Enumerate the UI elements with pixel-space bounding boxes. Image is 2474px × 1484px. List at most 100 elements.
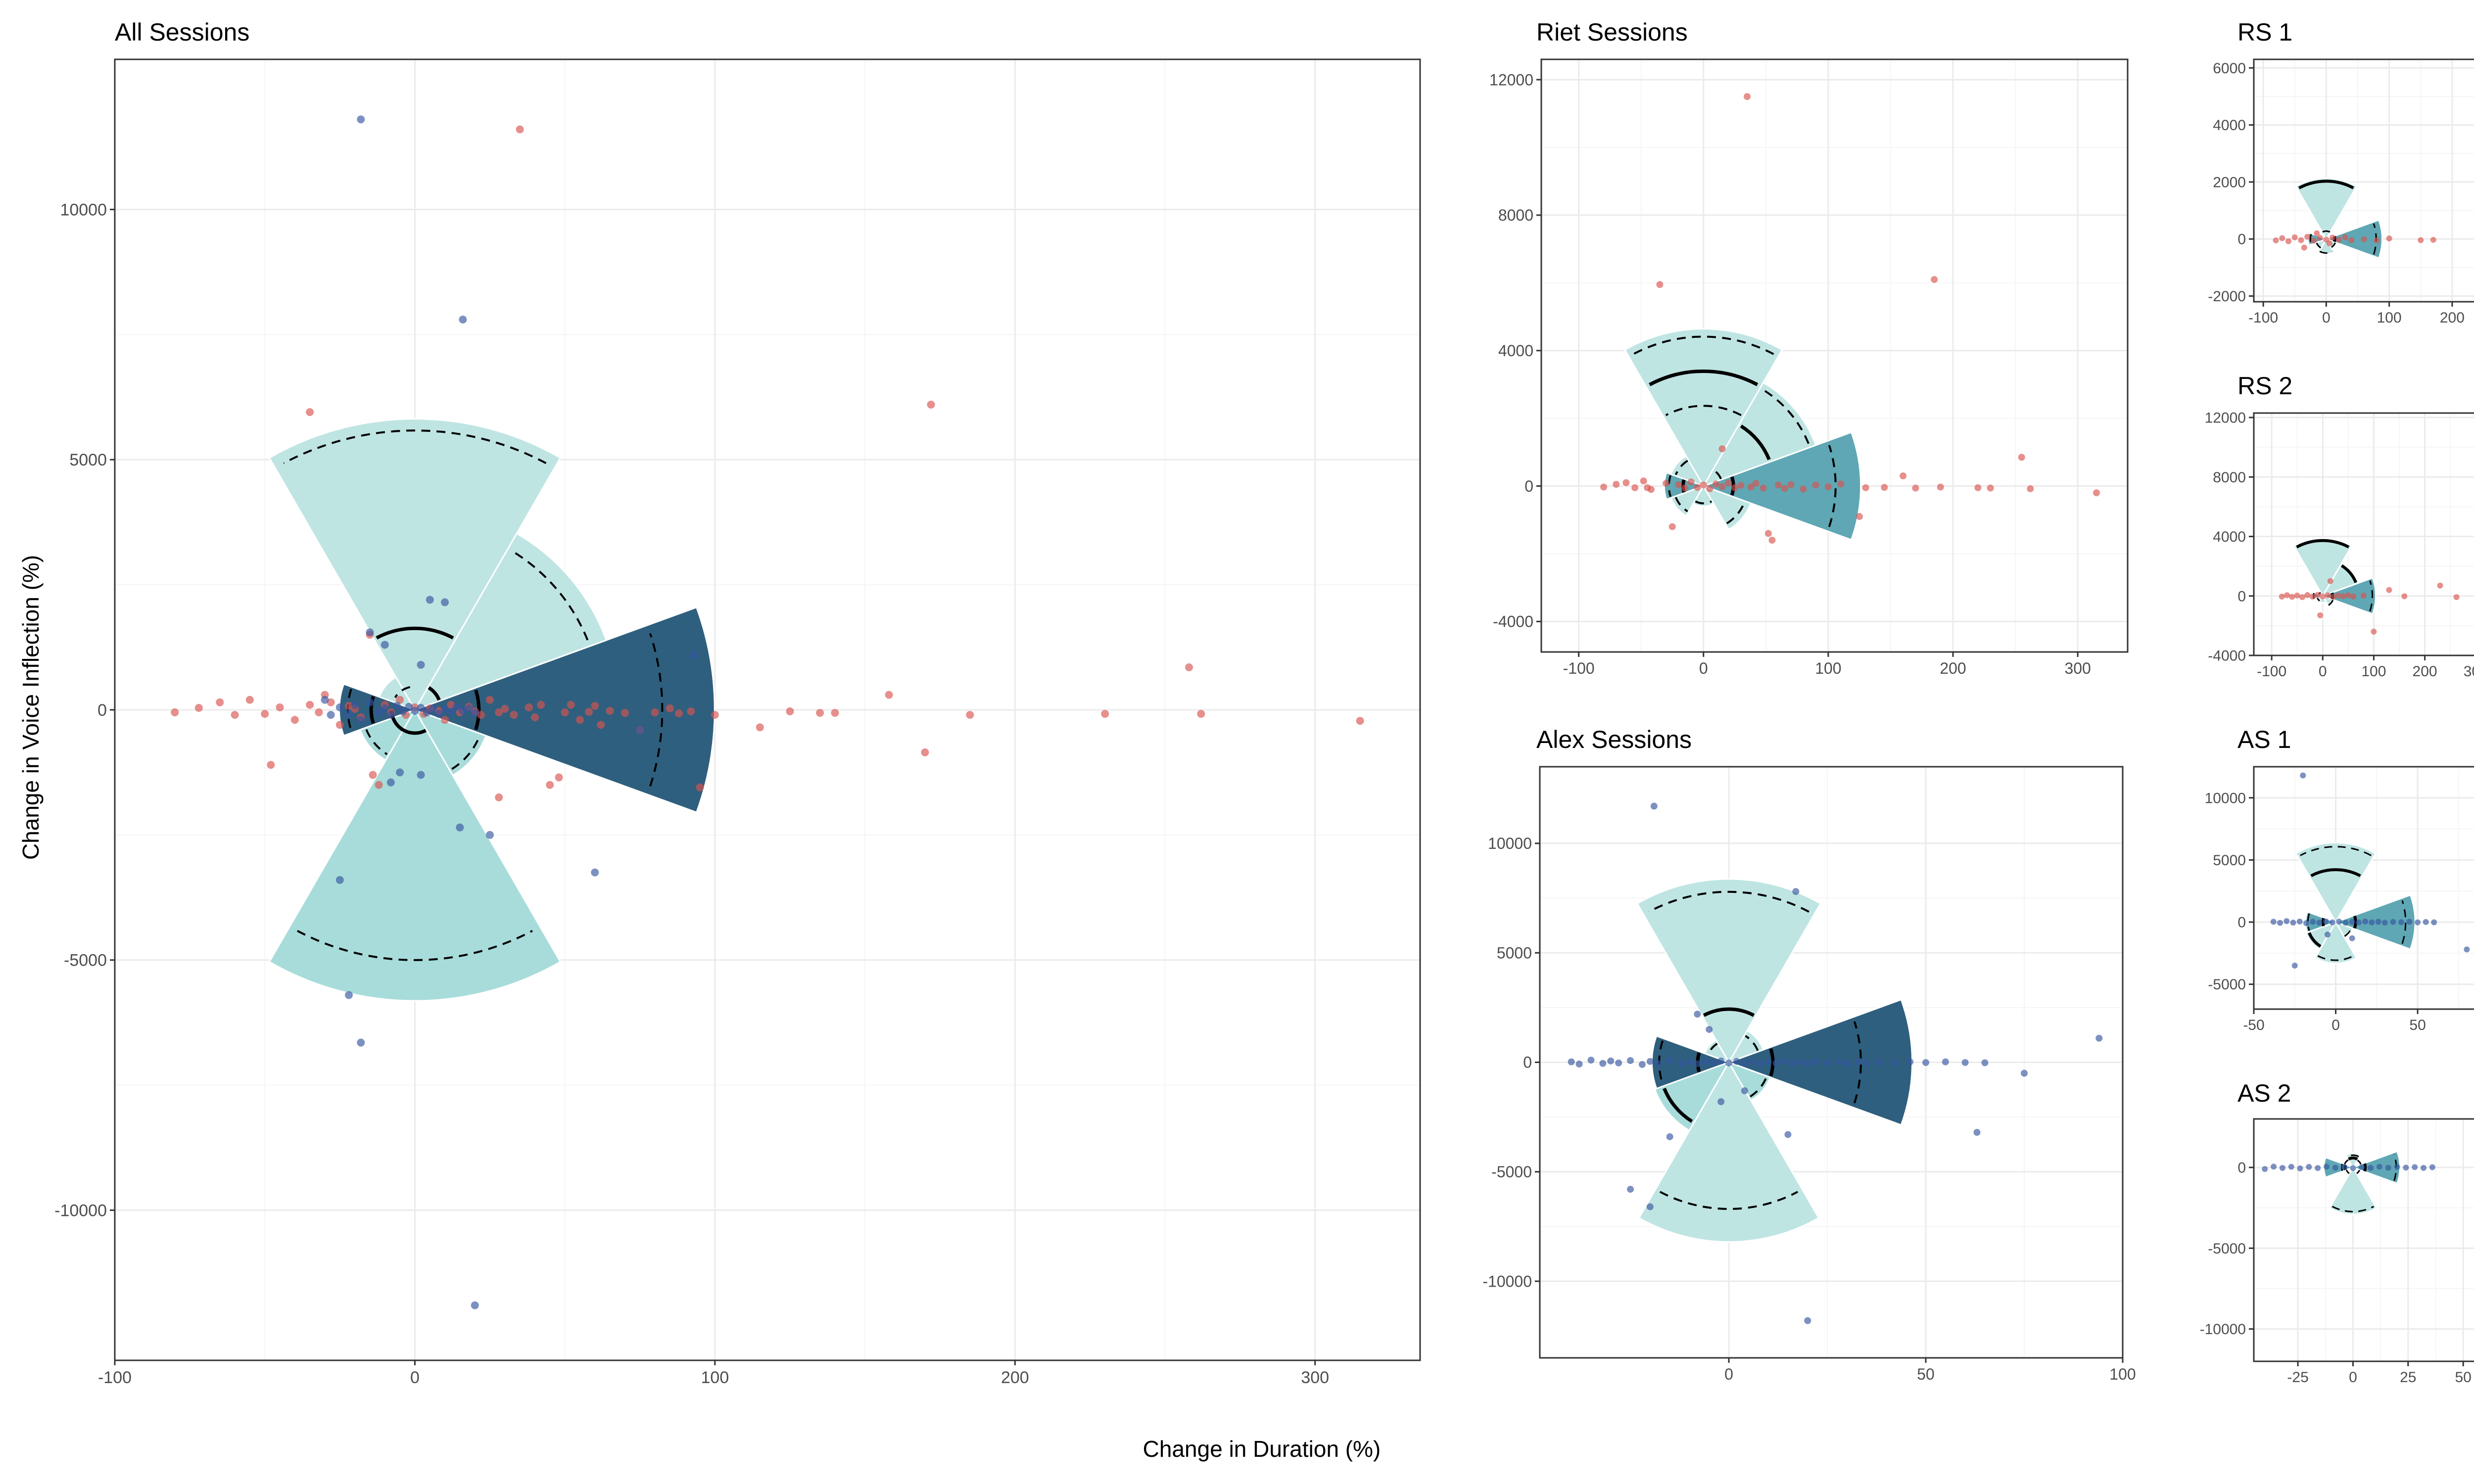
data-point-blue — [1706, 1026, 1713, 1033]
data-point-blue — [1792, 888, 1800, 895]
data-point-blue — [2362, 918, 2369, 925]
data-point-red — [1687, 478, 1695, 486]
x-axis-title: Change in Duration (%) — [1143, 1436, 1381, 1462]
data-point-blue — [591, 868, 599, 877]
x-tick-label: 200 — [1940, 659, 1966, 677]
data-point-red — [1197, 710, 1205, 718]
data-point-red — [231, 711, 239, 719]
ring-arc-dashed — [2357, 1159, 2362, 1165]
ring-arc-dashed — [2322, 230, 2331, 233]
data-point-red — [2401, 593, 2408, 600]
wedge-sector — [2314, 921, 2358, 965]
data-point-red — [786, 707, 794, 716]
y-tick-label: 10000 — [1488, 835, 1532, 852]
data-point-red — [2330, 594, 2336, 600]
ring-arc-solid — [2296, 539, 2350, 549]
data-point-blue — [417, 660, 425, 669]
data-point-red — [2360, 592, 2367, 599]
data-point-red — [2314, 230, 2320, 236]
ring-arc-solid — [474, 689, 481, 731]
data-point-red — [620, 709, 629, 717]
data-point-red — [245, 696, 254, 704]
data-point-blue — [1666, 1057, 1673, 1064]
panel-title: AS 2 — [2237, 1079, 2291, 1107]
y-tick-label: -5000 — [1491, 1163, 1532, 1181]
data-point-red — [1640, 477, 1647, 485]
x-tick-label: 0 — [410, 1368, 420, 1387]
data-point-red — [1824, 483, 1832, 490]
panel-border — [2253, 766, 2474, 1010]
data-point-red — [2340, 593, 2346, 600]
data-point-red — [1706, 485, 1713, 493]
data-point-blue — [690, 650, 698, 659]
data-point-blue — [335, 703, 344, 711]
data-point-red — [756, 723, 764, 732]
data-point-red — [486, 696, 494, 704]
data-point-blue — [1717, 1057, 1725, 1065]
data-point-blue — [375, 708, 383, 717]
data-point-blue — [1725, 1059, 1733, 1067]
ring-arc-dashed — [2331, 242, 2336, 248]
ring-arc-solid — [2308, 932, 2322, 948]
data-point-red — [2317, 234, 2323, 241]
x-tick-label: -100 — [2248, 310, 2278, 326]
y-tick-label: -4000 — [2208, 648, 2246, 664]
data-point-red — [2453, 594, 2460, 601]
data-point-blue — [1772, 1060, 1780, 1067]
data-point-red — [290, 716, 299, 724]
data-point-blue — [1812, 1058, 1819, 1065]
ring-arc-dashed — [649, 633, 664, 787]
data-point-blue — [1942, 1058, 1949, 1066]
data-point-red — [1725, 479, 1732, 487]
data-point-blue — [2279, 1164, 2285, 1171]
data-point-blue — [1666, 1133, 1673, 1140]
y-tick-label: 6000 — [2213, 60, 2246, 77]
data-point-blue — [2288, 1163, 2294, 1170]
data-point-blue — [486, 831, 494, 839]
data-point-red — [1718, 483, 1726, 490]
data-point-red — [585, 708, 593, 716]
data-point-red — [2335, 592, 2341, 599]
data-point-red — [1644, 484, 1651, 491]
data-point-red — [567, 700, 575, 709]
data-point-red — [524, 703, 533, 711]
data-point-blue — [1804, 1060, 1811, 1067]
data-point-blue — [2403, 1164, 2409, 1171]
wedge-sector — [2324, 219, 2383, 259]
data-point-blue — [1855, 1058, 1862, 1066]
ring-arc-dashed — [2347, 1154, 2359, 1158]
data-point-blue — [321, 696, 329, 704]
data-point-blue — [2349, 935, 2355, 941]
data-point-blue — [2277, 920, 2283, 926]
y-tick-label: 0 — [2237, 232, 2246, 248]
data-point-red — [2345, 592, 2351, 599]
ring-arc-dashed — [1726, 502, 1746, 524]
data-point-blue — [2324, 931, 2331, 938]
data-point-red — [1912, 484, 1919, 492]
y-tick-label: -2000 — [2208, 288, 2246, 305]
data-point-blue — [2316, 920, 2323, 926]
data-point-blue — [1733, 1058, 1740, 1065]
data-point-red — [2327, 578, 2333, 584]
y-tick-label: -10000 — [1482, 1272, 1532, 1290]
y-axis-title: Change in Voice Inflection (%) — [18, 555, 44, 860]
panel-all-sessions: All Sessions -100 0 100 200 300 -10000 -5000 0 5… — [54, 18, 1421, 1387]
data-point-red — [1812, 481, 1819, 489]
panel-title: AS 1 — [2237, 726, 2291, 753]
data-point-blue — [471, 1301, 479, 1309]
data-point-red — [441, 716, 449, 724]
panel-riet-sessions: Riet Sessions -100 0 100 200 300 -4000 0 4000 80… — [1489, 18, 2129, 677]
data-point-blue — [1686, 1058, 1693, 1066]
data-point-red — [1787, 481, 1795, 488]
data-point-red — [2309, 593, 2316, 600]
ring-arc-dashed — [1648, 890, 1809, 913]
data-point-blue — [434, 710, 443, 718]
data-point-blue — [1804, 1317, 1811, 1324]
data-point-blue — [1843, 1060, 1851, 1067]
y-tick-label: 12000 — [1489, 71, 1533, 89]
ring-arc-dashed — [1659, 1191, 1799, 1210]
x-tick-label: 200 — [2413, 663, 2437, 680]
data-point-blue — [2421, 1164, 2426, 1171]
data-point-red — [1600, 483, 1608, 491]
x-tick-label: 0 — [1699, 659, 1708, 677]
